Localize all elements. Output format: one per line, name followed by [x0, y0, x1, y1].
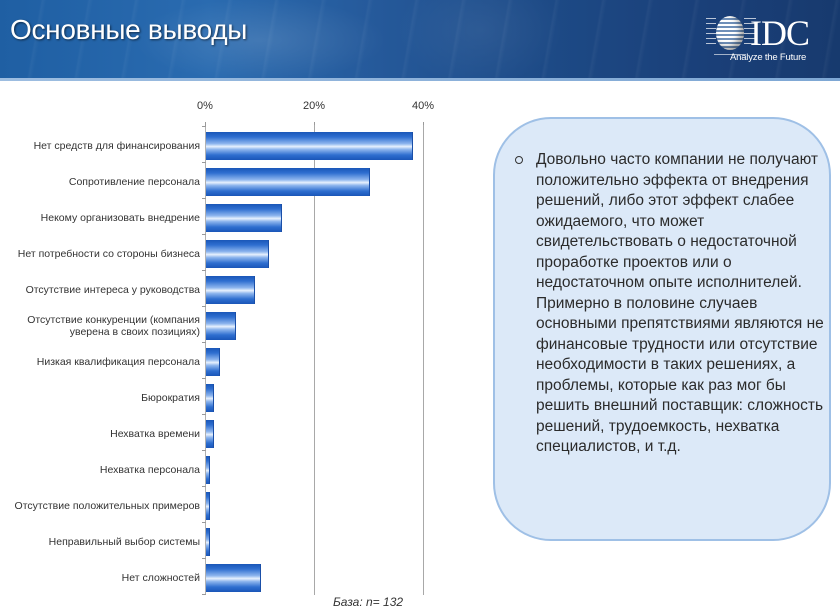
chart-row: Отсутствие интереса у руководства [0, 272, 470, 308]
category-tick-mark [202, 522, 206, 523]
category-tick-mark [202, 234, 206, 235]
category-tick-mark [202, 486, 206, 487]
category-tick-mark [202, 162, 206, 163]
category-tick-mark [202, 126, 206, 127]
chart-row: Нехватка персонала [0, 452, 470, 488]
category-tick-mark [202, 270, 206, 271]
category-tick-mark [202, 378, 206, 379]
chart-row: Бюрократия [0, 380, 470, 416]
idc-globe-icon [716, 16, 744, 50]
summary-text: Довольно часто компании не получают поло… [536, 151, 824, 455]
sample-base-note: База: n= 132 [333, 595, 404, 609]
chart-row: Отсутствие положительных примеров [0, 488, 470, 524]
bar [206, 240, 269, 268]
category-label: Нет потребности со стороны бизнеса [17, 248, 200, 260]
bar [206, 348, 220, 376]
category-label: Нет сложностей [121, 572, 200, 584]
category-tick-mark [202, 198, 206, 199]
category-label: Некому организовать внедрение [40, 212, 200, 224]
chart-row: Нехватка времени [0, 416, 470, 452]
category-tick-mark [202, 558, 206, 559]
x-tick-mark [205, 122, 206, 126]
category-label: Нехватка времени [110, 428, 200, 440]
bar [206, 528, 211, 556]
chart-row: Нет средств для финансирования [0, 128, 470, 164]
logo-base-line [714, 54, 746, 55]
x-tick-label: 20% [302, 100, 326, 112]
category-tick-mark [202, 594, 206, 595]
category-axis-line [205, 125, 206, 595]
bar [206, 132, 414, 160]
bar [206, 492, 211, 520]
category-label: Сопротивление персонала [68, 176, 200, 188]
chart-row: Сопротивление персонала [0, 164, 470, 200]
bar [206, 312, 236, 340]
x-tick-label: 40% [411, 100, 435, 112]
bar [206, 456, 211, 484]
category-label: Неправильный выбор системы [48, 536, 200, 548]
category-tick-mark [202, 342, 206, 343]
x-tick-mark [423, 122, 424, 126]
category-tick-mark [202, 414, 206, 415]
chart-row: Нет сложностей [0, 560, 470, 596]
hollow-circle-bullet-icon [515, 156, 523, 164]
bar [206, 276, 256, 304]
slide-header: Основные выводы IDC Analyze the Future [0, 0, 840, 80]
chart-row: Неправильный выбор системы [0, 524, 470, 560]
gridline [423, 125, 424, 595]
bar [206, 420, 215, 448]
gridline [314, 125, 315, 595]
idc-logo: IDC Analyze the Future [706, 12, 836, 66]
category-label: Отсутствие интереса у руководства [25, 284, 200, 296]
category-label: Бюрократия [141, 392, 200, 404]
x-tick-label: 0% [197, 100, 213, 112]
header-divider [0, 78, 840, 81]
bar [206, 204, 283, 232]
category-label: Низкая квалификация персонала [36, 356, 200, 368]
bar [206, 168, 370, 196]
category-tick-mark [202, 450, 206, 451]
summary-callout-box: Довольно часто компании не получают поло… [493, 117, 831, 541]
category-label: Нехватка персонала [99, 464, 200, 476]
category-label: Нет средств для финансирования [33, 140, 200, 152]
chart-row: Отсутствие конкуренции (компания уверена… [0, 308, 470, 344]
chart-row: Низкая квалификация персонала [0, 344, 470, 380]
category-label: Отсутствие положительных примеров [14, 500, 200, 512]
bar-chart: База: n= 132 0% 20% 40% Нет средств для фин… [0, 95, 470, 613]
bar [206, 384, 215, 412]
category-tick-mark [202, 306, 206, 307]
logo-tagline: Analyze the Future [730, 52, 807, 63]
logo-wordmark: IDC [750, 13, 810, 53]
category-label: Отсутствие конкуренции (компания уверена… [27, 314, 200, 338]
chart-row: Некому организовать внедрение [0, 200, 470, 236]
chart-row: Нет потребности со стороны бизнеса [0, 236, 470, 272]
x-tick-mark [314, 122, 315, 126]
bar [206, 564, 261, 592]
page-title: Основные выводы [10, 14, 248, 45]
